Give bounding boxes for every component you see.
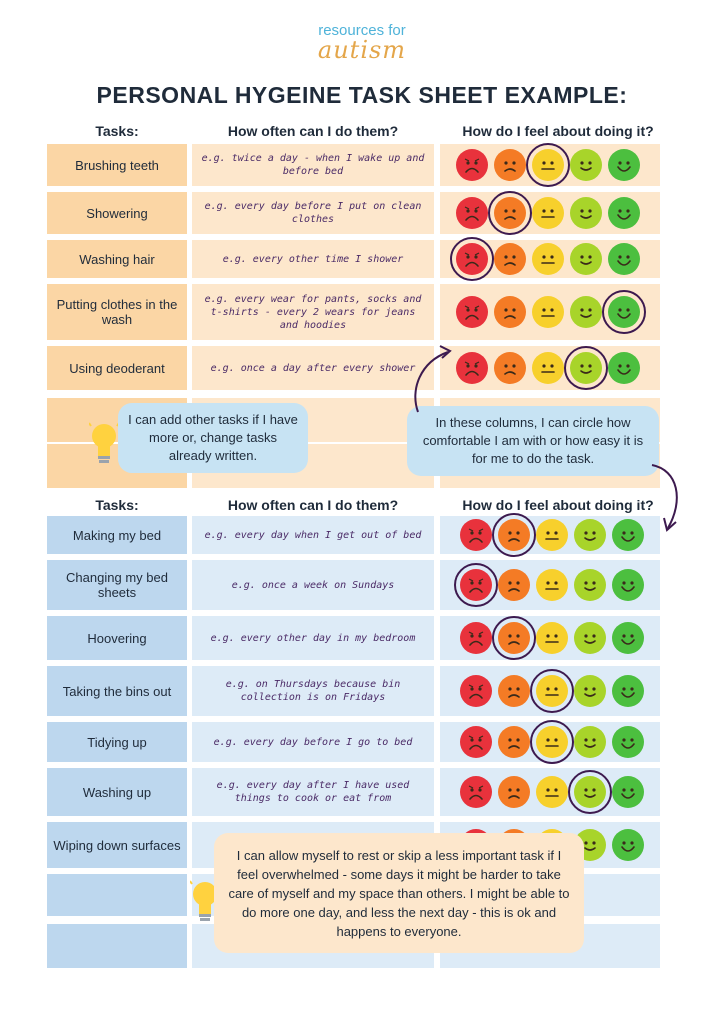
happy-face-icon[interactable]: [574, 726, 606, 758]
happy-face-icon[interactable]: [574, 675, 606, 707]
selection-circle: [450, 237, 494, 281]
header-often-2: How often can I do them?: [227, 497, 399, 513]
frequency-cell: e.g. every wear for pants, socks and t-s…: [192, 284, 434, 340]
frequency-cell: e.g. once a day after every shower: [192, 346, 434, 390]
sad-face-icon[interactable]: [494, 149, 526, 181]
happy-face-icon[interactable]: [570, 149, 602, 181]
sad-face-icon[interactable]: [498, 675, 530, 707]
happy-face-icon[interactable]: [570, 197, 602, 229]
selection-circle: [530, 720, 574, 764]
very-happy-face-icon[interactable]: [612, 829, 644, 861]
happy-face-icon[interactable]: [570, 296, 602, 328]
neutral-face-icon[interactable]: [536, 519, 568, 551]
frequency-cell: e.g. every day when I get out of bed: [192, 516, 434, 554]
task-cell: Using deoderant: [47, 346, 187, 390]
very-sad-face-icon[interactable]: [460, 519, 492, 551]
task-cell: [47, 874, 187, 916]
task-cell: Taking the bins out: [47, 666, 187, 716]
very-happy-face-icon[interactable]: [612, 776, 644, 808]
neutral-face-icon[interactable]: [536, 776, 568, 808]
very-happy-face-icon[interactable]: [612, 569, 644, 601]
very-happy-face-icon[interactable]: [612, 675, 644, 707]
tip-add-tasks: I can add other tasks if I have more or,…: [118, 403, 308, 473]
task-cell: Changing my bed sheets: [47, 560, 187, 610]
task-cell: Brushing teeth: [47, 144, 187, 186]
logo-line1: resources for: [318, 22, 406, 39]
task-cell: Hoovering: [47, 616, 187, 660]
selection-circle: [564, 346, 608, 390]
very-happy-face-icon[interactable]: [608, 352, 640, 384]
very-happy-face-icon[interactable]: [608, 149, 640, 181]
very-sad-face-icon[interactable]: [460, 622, 492, 654]
frequency-cell: e.g. every day before I go to bed: [192, 722, 434, 762]
task-cell: Washing hair: [47, 240, 187, 278]
sad-face-icon[interactable]: [498, 569, 530, 601]
header-tasks-2: Tasks:: [95, 497, 139, 513]
page-title: PERSONAL HYGEINE TASK SHEET EXAMPLE:: [96, 82, 628, 108]
frequency-cell: e.g. once a week on Sundays: [192, 560, 434, 610]
frequency-cell: e.g. every day after I have used things …: [192, 768, 434, 816]
neutral-face-icon[interactable]: [536, 622, 568, 654]
neutral-face-icon[interactable]: [532, 352, 564, 384]
task-cell: Showering: [47, 192, 187, 234]
tip-rest-or-skip: I can allow myself to rest or skip a les…: [214, 833, 584, 953]
very-happy-face-icon[interactable]: [612, 519, 644, 551]
very-sad-face-icon[interactable]: [456, 296, 488, 328]
happy-face-icon[interactable]: [570, 243, 602, 275]
header-often-1: How often can I do them?: [227, 123, 399, 139]
header-feel-1: How do I feel about doing it?: [462, 123, 654, 139]
selection-circle: [602, 290, 646, 334]
very-happy-face-icon[interactable]: [612, 726, 644, 758]
sad-face-icon[interactable]: [494, 296, 526, 328]
selection-circle: [568, 770, 612, 814]
task-cell: Putting clothes in the wash: [47, 284, 187, 340]
frequency-cell: e.g. twice a day - when I wake up and be…: [192, 144, 434, 186]
happy-face-icon[interactable]: [574, 519, 606, 551]
very-happy-face-icon[interactable]: [612, 622, 644, 654]
sad-face-icon[interactable]: [494, 352, 526, 384]
selection-circle: [454, 563, 498, 607]
task-cell: [47, 924, 187, 968]
neutral-face-icon[interactable]: [532, 243, 564, 275]
selection-circle: [492, 616, 536, 660]
sad-face-icon[interactable]: [498, 776, 530, 808]
very-sad-face-icon[interactable]: [460, 726, 492, 758]
happy-face-icon[interactable]: [574, 569, 606, 601]
neutral-face-icon[interactable]: [532, 296, 564, 328]
task-cell: Wiping down surfaces: [47, 822, 187, 868]
neutral-face-icon[interactable]: [536, 569, 568, 601]
selection-circle: [492, 513, 536, 557]
frequency-cell: e.g. every other day in my bedroom: [192, 616, 434, 660]
frequency-cell: e.g. on Thursdays because bin collection…: [192, 666, 434, 716]
very-sad-face-icon[interactable]: [456, 352, 488, 384]
selection-circle: [530, 669, 574, 713]
task-cell: Washing up: [47, 768, 187, 816]
very-happy-face-icon[interactable]: [608, 243, 640, 275]
very-sad-face-icon[interactable]: [456, 197, 488, 229]
very-sad-face-icon[interactable]: [460, 776, 492, 808]
task-cell: Making my bed: [47, 516, 187, 554]
very-sad-face-icon[interactable]: [456, 149, 488, 181]
selection-circle: [488, 191, 532, 235]
very-sad-face-icon[interactable]: [460, 675, 492, 707]
very-happy-face-icon[interactable]: [608, 197, 640, 229]
header-tasks-1: Tasks:: [95, 123, 139, 139]
sad-face-icon[interactable]: [498, 726, 530, 758]
header-feel-2: How do I feel about doing it?: [462, 497, 654, 513]
frequency-cell: e.g. every other time I shower: [192, 240, 434, 278]
task-cell: Tidying up: [47, 722, 187, 762]
happy-face-icon[interactable]: [574, 622, 606, 654]
sad-face-icon[interactable]: [494, 243, 526, 275]
selection-circle: [526, 143, 570, 187]
frequency-cell: e.g. every day before I put on clean clo…: [192, 192, 434, 234]
neutral-face-icon[interactable]: [532, 197, 564, 229]
logo-line2: autism: [317, 36, 407, 64]
note-circle-columns: In these columns, I can circle how comfo…: [407, 406, 659, 476]
